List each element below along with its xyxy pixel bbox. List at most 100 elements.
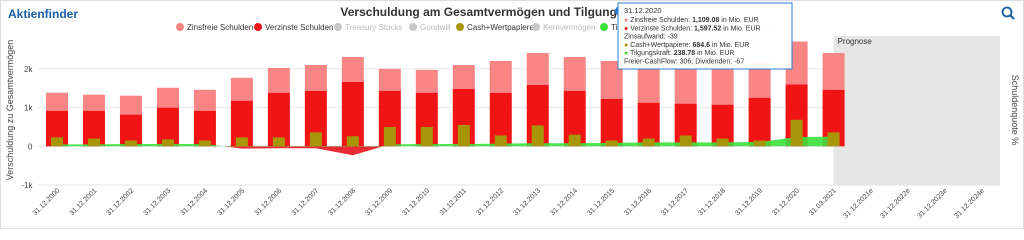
bar [531,125,544,147]
bar [753,140,766,147]
bar [383,126,396,147]
y-tick-label: -1k [21,181,33,190]
legend-marker [532,23,540,31]
bar-segment [526,53,549,85]
tooltip-unit: in Mio. EUR [710,42,749,49]
tooltip-value: 1,109.08 [692,17,719,24]
tooltip-value: 238.78 [674,50,696,57]
tooltip-label: Freier-CashFlow: 306; Dividenden: -67 [624,59,744,66]
y2-axis-title: Schuldenquote % [1010,75,1020,146]
bar-segment [637,102,660,147]
bar-segment [193,110,216,147]
tooltip-value: 1,597.52 [694,25,721,32]
bar-segment [711,62,734,105]
bar-segment [748,61,771,98]
bar-segment [748,97,771,147]
tooltip-label: Tilgungskraft: [630,50,674,57]
bar-segment [378,68,401,91]
bar [50,137,63,147]
bar-segment [452,65,475,89]
forecast-area [833,36,1000,185]
bar [87,138,100,147]
legend-marker [334,23,342,31]
bar [420,126,433,147]
chart-title: Verschuldung am Gesamtvermögen und Tilgu… [340,5,649,19]
bar-segment [489,60,512,93]
tooltip-unit: in Mio. EUR [695,50,734,57]
bar-segment [489,92,512,147]
bar [161,139,174,147]
bar-segment [600,98,623,147]
bar [642,138,655,147]
legend-label[interactable]: Cash+Wertpapiere [467,23,534,32]
zoom-icon[interactable] [1001,6,1013,18]
legend-label[interactable]: Kernvermögen [543,23,595,32]
y-tick-label: 1k [24,104,33,113]
logo: Aktienfinder [8,7,78,21]
bar [235,137,248,147]
tooltip-line: Freier-CashFlow: 306; Dividenden: -67 [624,59,744,66]
y-axis-title: Verschuldung zu Gesamtvermögen [5,40,15,181]
bar [605,140,618,147]
legend-marker [409,23,417,31]
legend-marker [600,23,608,31]
bar-segment [711,104,734,147]
bar-segment [267,67,290,93]
bar-segment [230,100,253,147]
bar-segment [45,92,68,111]
bar [568,134,581,147]
bar-segment [600,60,623,99]
bar-segment [82,94,105,111]
legend-label[interactable]: Treasury Stocks [345,23,403,32]
bar-segment [637,62,660,103]
tooltip-unit: in Mio. EUR [721,25,760,32]
bar-segment [822,89,845,147]
bar-segment [341,56,364,82]
tooltip-line: ● Tilgungskraft: 238.78 in Mio. EUR [624,50,734,57]
bar-segment [563,56,586,91]
tooltip-title: 31.12.2020 [624,6,662,15]
area [56,136,834,156]
tooltip-value: 684.6 [693,42,711,49]
tooltip-line: Zinsaufwand: -39 [624,34,678,41]
bar [494,135,507,147]
legend-label[interactable]: Goodwill [420,23,451,32]
tooltip-label: Zinsfreie Schulden: [630,17,692,24]
tooltip-line: ● Cash+Wertpapiere: 684.6 in Mio. EUR [624,42,749,49]
bar-segment [156,87,179,108]
y-tick-label: 0 [28,142,33,151]
tooltip-line: ● Zinsfreie Schulden: 1,109.08 in Mio. E… [624,17,759,24]
tooltip-unit: in Mio. EUR [719,17,758,24]
bar-segment [415,69,438,93]
bar-segment [119,95,142,115]
bar-segment [82,110,105,147]
tooltip-line: ● Verzinste Schulden: 1,597.52 in Mio. E… [624,25,761,32]
bar [827,132,840,147]
legend-label[interactable]: Verzinste Schulden [265,23,334,32]
tooltip-label: Verzinste Schulden: [630,25,694,32]
legend-marker [456,23,464,31]
bar-segment [563,90,586,147]
chart: Aktienfinder Verschuldung am Gesamtvermö… [0,0,1024,229]
zoom-icon-handle [1009,14,1015,20]
bar [272,137,285,147]
bar-segment [156,107,179,147]
bar [198,140,211,147]
bar [679,135,692,147]
bar-segment [674,67,697,104]
bar [790,119,803,147]
legend-marker [254,23,262,31]
bar-segment [341,81,364,147]
bar-segment [193,89,216,111]
tooltip-box [617,2,793,70]
bar [124,140,137,147]
legend-label[interactable]: Zinsfreie Schulden [187,23,253,32]
bar-segment [304,64,327,91]
tooltip-label: Cash+Wertpapiere: [630,42,692,49]
forecast-label: Prognose [838,37,873,46]
legend-marker [176,23,184,31]
tooltip-label: Zinsaufwand: -39 [624,34,678,41]
bar [346,136,359,147]
bar [309,132,322,147]
bar-segment [822,53,845,90]
